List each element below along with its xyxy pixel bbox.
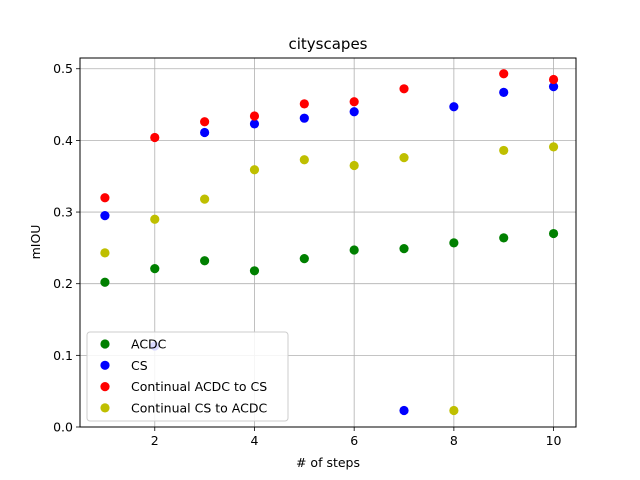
data-point — [299, 99, 309, 109]
legend-marker — [100, 403, 110, 413]
y-tick-label: 0.2 — [53, 276, 73, 291]
y-tick-label: 0.3 — [53, 205, 73, 220]
data-point — [299, 254, 309, 264]
data-point — [150, 264, 160, 274]
y-tick-label: 0.1 — [53, 348, 73, 363]
legend-label: CS — [131, 358, 148, 373]
x-tick-label: 10 — [546, 433, 562, 448]
y-axis-title: mIOU — [28, 225, 43, 260]
data-point — [499, 69, 509, 79]
data-point — [200, 194, 210, 204]
plot-frame — [79, 57, 577, 428]
data-point — [200, 117, 210, 127]
data-points — [100, 69, 559, 416]
data-point — [200, 256, 210, 266]
data-point — [249, 111, 260, 121]
data-point — [150, 214, 160, 224]
data-point — [349, 160, 359, 171]
x-tick-label: 2 — [151, 433, 159, 448]
data-point — [548, 74, 559, 85]
data-point — [100, 248, 110, 258]
data-point — [100, 277, 110, 287]
data-point — [150, 132, 160, 143]
data-point — [399, 152, 409, 163]
series-4 — [100, 142, 559, 416]
data-point — [499, 145, 509, 156]
legend-marker — [100, 360, 110, 370]
x-tick-label: 8 — [450, 433, 458, 448]
legend-box — [86, 331, 289, 422]
data-point — [449, 238, 459, 248]
data-point — [399, 84, 409, 94]
legend-marker — [100, 339, 110, 349]
y-tick-label: 0.5 — [53, 61, 73, 76]
y-tick-label: 0.0 — [53, 420, 73, 435]
data-point — [548, 82, 559, 92]
axis-ticks: 2 4 6 8 10 0.0 0.1 0.2 0.3 0.4 0.5 — [53, 61, 561, 448]
x-axis-title: # of steps — [296, 455, 360, 470]
data-point — [449, 102, 459, 112]
series-3 — [100, 69, 559, 203]
data-point — [299, 155, 309, 165]
series-1 — [100, 228, 559, 287]
data-point — [249, 119, 260, 129]
data-point — [249, 165, 260, 175]
data-point — [349, 245, 359, 255]
legend: ACDC CS Continual ACDC to CS Continual CS t… — [86, 331, 289, 422]
data-point — [249, 266, 260, 276]
data-point — [548, 142, 559, 152]
data-point — [200, 127, 210, 138]
y-tick-label: 0.4 — [53, 133, 73, 148]
legend-label: Continual ACDC to CS — [131, 379, 267, 394]
data-point — [499, 233, 509, 243]
data-point — [399, 405, 409, 416]
data-point — [100, 193, 110, 203]
data-point — [499, 87, 509, 97]
legend-marker — [100, 382, 110, 392]
data-point — [399, 243, 409, 254]
data-point — [349, 97, 359, 107]
x-tick-label: 4 — [250, 433, 258, 448]
chart-title: cityscapes — [289, 35, 368, 53]
data-point — [299, 113, 309, 123]
x-tick-label: 6 — [350, 433, 358, 448]
legend-label: Continual CS to ACDC — [131, 400, 267, 415]
data-point — [548, 228, 559, 239]
data-point — [100, 211, 110, 221]
data-point — [449, 405, 459, 416]
legend-label: ACDC — [131, 337, 167, 352]
data-point — [349, 107, 359, 117]
